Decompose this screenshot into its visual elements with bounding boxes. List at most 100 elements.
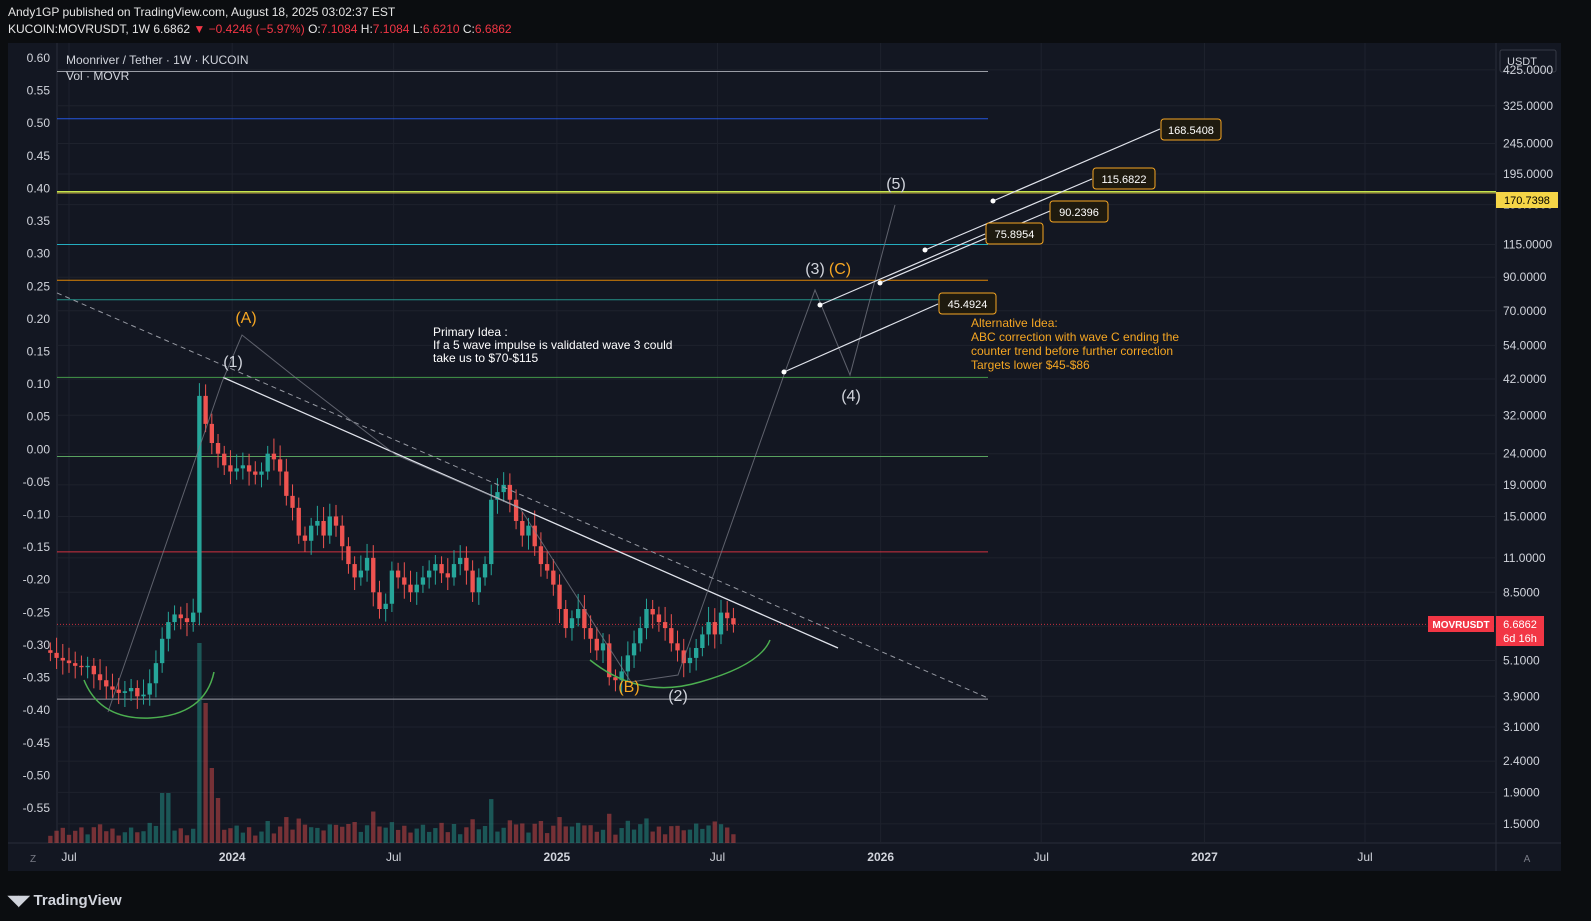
- wave-label: (2): [668, 688, 688, 705]
- candle-body: [259, 471, 264, 475]
- volume-bar: [644, 818, 649, 843]
- wave-label: (4): [841, 388, 861, 405]
- volume-bar: [619, 828, 624, 843]
- volume-bar: [110, 828, 115, 843]
- candle-body: [426, 570, 432, 578]
- alternative-idea-text: counter trend before further correction: [971, 344, 1173, 358]
- candle-body: [66, 660, 72, 664]
- candle-body: [420, 577, 426, 585]
- left-axis-label: 0.45: [27, 149, 51, 163]
- right-axis-label: 325.0000: [1503, 99, 1553, 113]
- volume-bar: [631, 829, 637, 843]
- candle-body: [625, 655, 631, 672]
- volume-bar: [54, 830, 59, 843]
- candle-body: [184, 618, 190, 623]
- volume-bar: [122, 832, 128, 843]
- time-axis-label: 2024: [219, 850, 246, 864]
- volume-bar: [240, 832, 246, 843]
- volume-bar: [681, 830, 686, 843]
- time-axis-label: 2026: [867, 850, 894, 864]
- wave-label: (5): [886, 176, 906, 193]
- left-axis-label: 0.00: [27, 442, 51, 456]
- volume-bar: [507, 820, 513, 843]
- candle-body: [470, 570, 475, 593]
- candle-body: [215, 443, 221, 454]
- volume-bar: [482, 825, 488, 843]
- volume-bar: [91, 827, 97, 843]
- target-anchor: [922, 247, 928, 253]
- volume-bar: [712, 821, 717, 843]
- candle-body: [607, 643, 612, 678]
- candle-body: [290, 495, 295, 508]
- candle-body: [588, 628, 593, 639]
- volume-bar: [60, 827, 65, 843]
- candle-body: [706, 622, 711, 635]
- candle-body: [209, 423, 214, 443]
- candle-body: [296, 507, 301, 536]
- candle-body: [414, 584, 419, 593]
- candle-body: [725, 612, 730, 619]
- candle-body: [383, 603, 388, 609]
- candle-body: [402, 577, 407, 585]
- volume-bar: [159, 793, 165, 843]
- volume-bar: [576, 822, 581, 843]
- volume-bar: [203, 703, 208, 843]
- volume-bar: [277, 826, 283, 843]
- timezone-toggle: Z: [30, 854, 36, 865]
- time-axis-label: 2025: [544, 850, 571, 864]
- volume-bar: [588, 825, 593, 843]
- candle-body: [358, 570, 364, 578]
- volume-bar: [662, 834, 668, 843]
- tradingview-logo[interactable]: ◥◤ TradingView: [8, 892, 122, 909]
- right-axis-label: 1.9000: [1503, 785, 1540, 799]
- volume-bar: [166, 793, 171, 843]
- candle-body: [110, 686, 115, 690]
- wave-label: (1): [223, 354, 243, 371]
- candle-body: [520, 520, 525, 536]
- target-label: 168.5408: [1168, 125, 1214, 137]
- candle-body: [364, 557, 370, 571]
- target-label-box: [1160, 118, 1222, 141]
- high-label: H:: [360, 22, 373, 36]
- volume-bar: [445, 832, 450, 843]
- alternative-idea-text: Targets lower $45-$86: [971, 358, 1090, 372]
- volume-bar: [607, 813, 612, 843]
- left-axis-label: 0.35: [27, 214, 51, 228]
- candle-body: [234, 468, 239, 472]
- volume-bar: [675, 825, 680, 843]
- volume-bar: [141, 831, 146, 843]
- target-ray: [819, 233, 986, 306]
- candle-body: [91, 665, 97, 675]
- alternative-idea-text: Alternative Idea:: [971, 316, 1058, 330]
- right-axis-label: 15.0000: [1503, 509, 1547, 523]
- volume-bar: [228, 828, 233, 843]
- volume-bar: [246, 827, 252, 843]
- candle-body: [532, 525, 537, 547]
- volume-bar: [271, 833, 277, 843]
- volume-bar: [725, 827, 730, 843]
- target-ray: [924, 178, 1093, 251]
- candle-body: [576, 608, 581, 619]
- volume-bar: [551, 825, 556, 843]
- volume-legend: Vol · MOVR: [66, 69, 130, 83]
- volume-bar: [731, 834, 736, 843]
- symbol-tag-box: [1428, 616, 1494, 632]
- candle-body: [302, 535, 308, 541]
- left-axis-label: -0.20: [23, 573, 51, 587]
- symbol-ohlc-line: KUCOIN:MOVRUSDT, 1W 6.6862 ▼ −0.4246 (−5…: [8, 22, 512, 36]
- target-anchor: [781, 369, 787, 375]
- left-axis-label: 0.55: [27, 84, 51, 98]
- wave-label: (B): [618, 679, 639, 696]
- volume-bar: [451, 823, 457, 843]
- candle-body: [600, 643, 606, 651]
- volume-bar: [563, 826, 568, 843]
- right-axis-label: 245.0000: [1503, 136, 1553, 150]
- volume-bar: [290, 829, 295, 843]
- volume-bar: [650, 831, 655, 843]
- left-axis-label: -0.45: [23, 736, 51, 750]
- volume-bar: [128, 827, 134, 843]
- volume-bar: [302, 824, 308, 843]
- candle-body: [135, 688, 140, 697]
- right-axis-label: 195.0000: [1503, 167, 1553, 181]
